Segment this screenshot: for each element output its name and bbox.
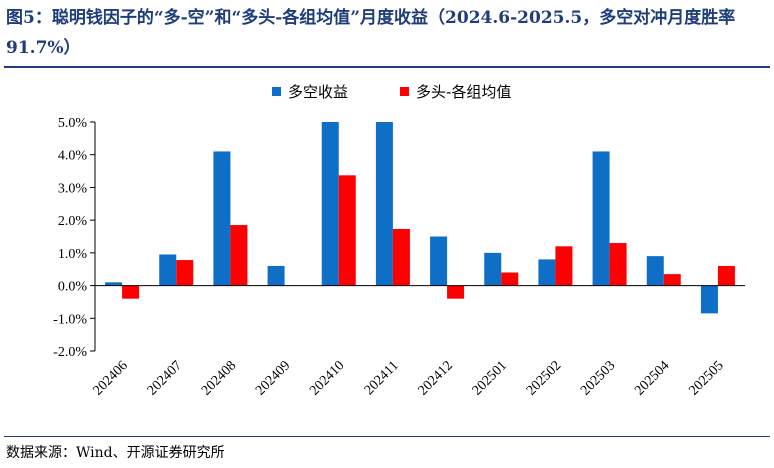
x-tick-label: 202412 <box>416 358 456 398</box>
x-tick-label: 202408 <box>199 358 239 398</box>
bar-long-short-202505 <box>700 285 718 314</box>
bar-long-short-202412 <box>430 236 448 286</box>
y-tick-label: 5.0% <box>58 116 88 131</box>
y-tick-label: -1.0% <box>53 312 87 327</box>
legend-swatch-1 <box>272 87 281 96</box>
bar-long-short-202407 <box>159 254 177 286</box>
bar-long-minus-mean-202502 <box>555 246 573 286</box>
source-note: 数据来源：Wind、开源证券研究所 <box>6 445 225 461</box>
y-tick-label: 1.0% <box>58 247 88 262</box>
bars <box>105 122 735 314</box>
bar-long-minus-mean-202412 <box>447 285 465 299</box>
source-divider <box>4 436 770 437</box>
y-tick-label: -2.0% <box>53 345 87 360</box>
bar-long-minus-mean-202503 <box>609 243 627 286</box>
bar-long-minus-mean-202505 <box>717 265 735 286</box>
x-tick-label: 202503 <box>578 358 618 398</box>
legend-label-2: 多头-各组均值 <box>416 83 511 101</box>
x-tick-label: 202406 <box>91 358 131 398</box>
x-axis: 202406 202407 202408 202409 202410 202411 2024… <box>91 285 745 399</box>
x-tick-label: 202505 <box>686 358 726 398</box>
x-tick-label: 202502 <box>524 358 564 398</box>
bar-long-minus-mean-202411 <box>392 228 410 286</box>
bar-chart: 多空收益 多头-各组均值 -2.0% -1.0% 0.0% 1.0% 2.0% 3.0% 4.… <box>53 83 745 399</box>
bar-long-short-202502 <box>538 259 556 286</box>
bar-long-minus-mean-202408 <box>230 225 248 286</box>
bar-long-minus-mean-202407 <box>176 260 194 286</box>
bar-long-short-202504 <box>646 256 664 286</box>
bar-long-short-202410 <box>321 122 339 286</box>
y-axis: -2.0% -1.0% 0.0% 1.0% 2.0% 3.0% 4.0% 5.0% <box>53 116 96 360</box>
legend-swatch-2 <box>400 87 409 96</box>
y-tick-label: 3.0% <box>58 181 88 196</box>
x-tick-label: 202410 <box>307 358 347 398</box>
bar-long-minus-mean-202501 <box>501 272 519 286</box>
x-tick-label: 202501 <box>470 358 510 398</box>
x-tick-label: 202504 <box>632 358 672 398</box>
bar-long-short-202408 <box>213 151 231 286</box>
bar-long-short-202503 <box>592 151 610 286</box>
y-tick-label: 4.0% <box>58 149 88 164</box>
x-tick-label: 202409 <box>253 358 293 398</box>
bar-long-minus-mean-202504 <box>663 274 681 286</box>
legend: 多空收益 多头-各组均值 <box>272 83 511 101</box>
y-tick-label: 2.0% <box>58 214 88 229</box>
x-tick-label: 202407 <box>145 358 185 398</box>
legend-label-1: 多空收益 <box>288 83 348 101</box>
bar-long-short-202409 <box>267 265 285 286</box>
bar-long-short-202501 <box>484 252 502 286</box>
bar-long-short-202406 <box>105 282 123 286</box>
bar-long-short-202411 <box>375 122 393 286</box>
y-tick-label: 0.0% <box>58 280 88 295</box>
title-divider <box>4 66 770 68</box>
x-tick-label: 202411 <box>362 358 402 398</box>
chart-title: 图5：聪明钱因子的“多-空”和“多头-各组均值”月度收益（2024.6-2025… <box>6 8 736 58</box>
bar-long-minus-mean-202410 <box>338 175 356 286</box>
bar-long-minus-mean-202406 <box>122 285 140 299</box>
